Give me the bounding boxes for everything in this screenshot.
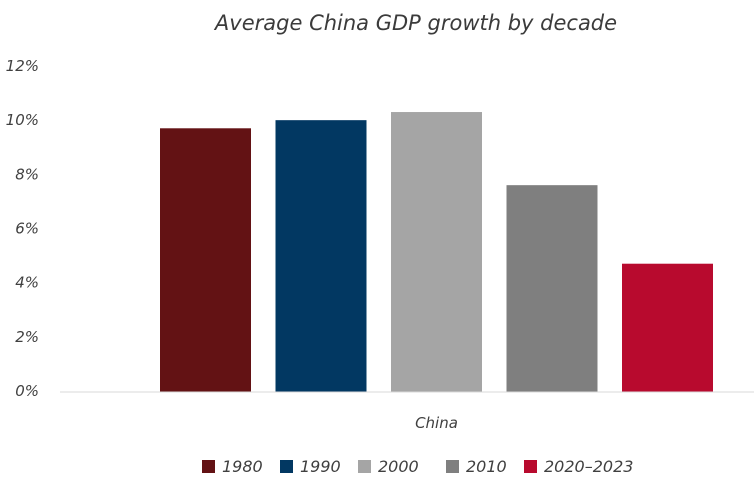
y-tick-label: 2% bbox=[15, 328, 39, 346]
bar-1980 bbox=[160, 128, 251, 392]
legend-label-1980: 1980 bbox=[222, 457, 263, 476]
y-axis: 0% 2% 4% 6% 8% 10% 12% bbox=[6, 57, 39, 400]
legend-swatch-1980 bbox=[202, 460, 215, 473]
y-tick-label: 8% bbox=[15, 165, 39, 183]
bars bbox=[160, 112, 713, 393]
bar-2010 bbox=[506, 185, 598, 392]
y-tick-label: 6% bbox=[15, 220, 39, 238]
legend-swatch-2000 bbox=[358, 460, 371, 473]
legend-swatch-2020-2023 bbox=[524, 460, 537, 473]
legend-label-2000: 2000 bbox=[378, 457, 419, 476]
bar-2000 bbox=[391, 112, 482, 393]
y-tick-label: 12% bbox=[6, 57, 39, 75]
legend-swatch-1990 bbox=[280, 460, 293, 473]
legend-swatch-2010 bbox=[446, 460, 459, 473]
bar-1990 bbox=[275, 120, 367, 393]
y-tick-label: 10% bbox=[6, 111, 39, 129]
bar-2020-2023 bbox=[622, 263, 713, 392]
legend-label-2010: 2010 bbox=[466, 457, 507, 476]
chart-title: Average China GDP growth by decade bbox=[213, 11, 617, 35]
y-tick-label: 0% bbox=[15, 382, 39, 400]
x-axis: China bbox=[415, 414, 458, 432]
legend-label-1990: 1990 bbox=[300, 457, 341, 476]
legend: 1980 1990 2000 2010 2020–2023 bbox=[202, 457, 633, 476]
x-tick-label: China bbox=[415, 414, 458, 432]
y-tick-label: 4% bbox=[15, 274, 39, 292]
legend-label-2020-2023: 2020–2023 bbox=[544, 457, 633, 476]
